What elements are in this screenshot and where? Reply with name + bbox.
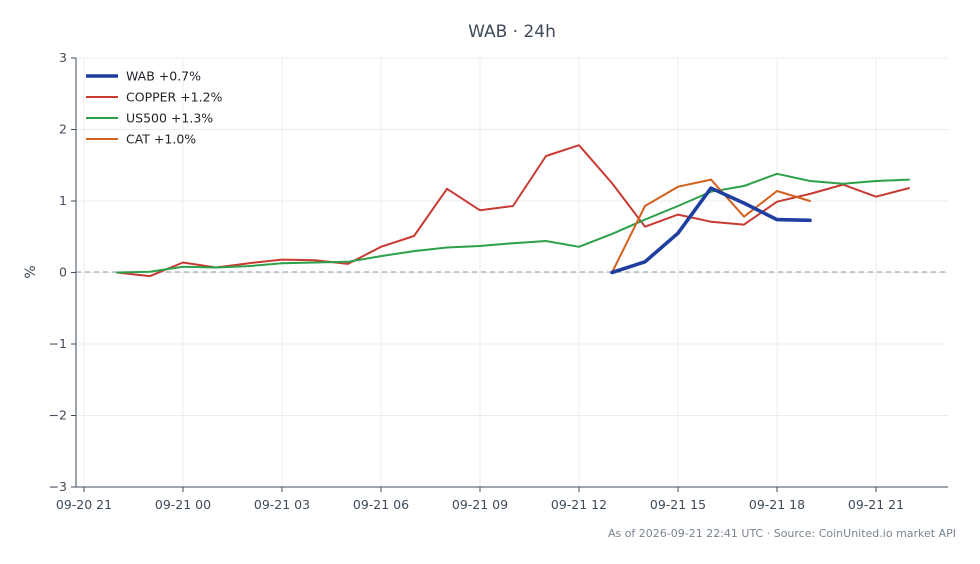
x-tick-label: 09-21 03: [254, 497, 310, 512]
y-tick-label: −3: [49, 479, 67, 494]
x-tick-label: 09-21 09: [452, 497, 508, 512]
y-axis-label: %: [23, 265, 39, 278]
y-tick-label: 0: [59, 265, 67, 280]
x-tick-label: 09-21 00: [155, 497, 211, 512]
y-tick-label: 3: [59, 50, 67, 65]
y-tick-label: −1: [49, 336, 67, 351]
y-tick-label: −2: [49, 408, 67, 423]
series-layer: [116, 144, 910, 278]
legend-label-wab: WAB +0.7%: [126, 69, 201, 84]
legend-label-copper: COPPER +1.2%: [126, 90, 223, 105]
x-tick-label: 09-21 12: [551, 497, 607, 512]
x-tick-labels: 09-20 21 09-21 00 09-21 03 09-21 06 09-21 09…: [56, 487, 904, 512]
series-line-copper: [116, 144, 910, 278]
x-tick-label: 09-21 06: [353, 497, 409, 512]
x-tick-label: 09-20 21: [56, 497, 112, 512]
y-tick-labels: −3 −2 −1 0 1 2 3: [49, 50, 76, 494]
x-tick-label: 09-21 18: [749, 497, 805, 512]
chart-title: WAB · 24h: [468, 22, 556, 42]
x-tick-label: 09-21 15: [650, 497, 706, 512]
legend-label-us500: US500 +1.3%: [126, 111, 213, 126]
footer-source: As of 2026-09-21 22:41 UTC · Source: Coi…: [608, 527, 956, 540]
series-line-cat: [611, 178, 811, 274]
y-tick-label: 1: [59, 193, 67, 208]
legend: WAB +0.7% COPPER +1.2% US500 +1.3% CAT +1.0…: [86, 69, 223, 147]
series-line-us500: [116, 172, 910, 274]
series-line-wab: [610, 186, 812, 275]
x-tick-label: 09-21 21: [848, 497, 904, 512]
y-tick-label: 2: [59, 122, 67, 137]
grid: [76, 57, 948, 488]
legend-label-cat: CAT +1.0%: [126, 132, 196, 147]
